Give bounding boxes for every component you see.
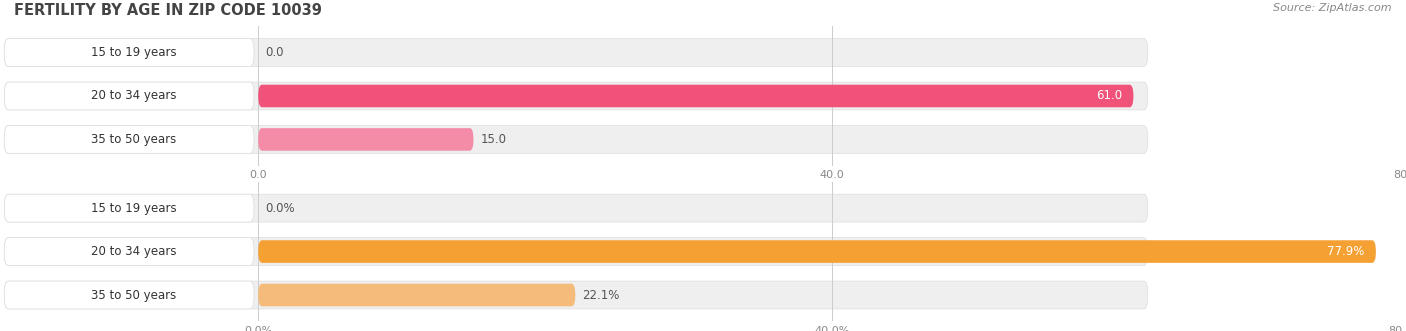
FancyBboxPatch shape xyxy=(4,281,1147,309)
FancyBboxPatch shape xyxy=(4,281,254,309)
FancyBboxPatch shape xyxy=(259,85,1133,107)
Text: 15 to 19 years: 15 to 19 years xyxy=(90,46,176,59)
FancyBboxPatch shape xyxy=(4,82,1147,110)
Text: 0.0%: 0.0% xyxy=(266,202,295,214)
FancyBboxPatch shape xyxy=(4,125,254,153)
Text: 0.0: 0.0 xyxy=(266,46,284,59)
FancyBboxPatch shape xyxy=(4,238,1147,265)
Text: Source: ZipAtlas.com: Source: ZipAtlas.com xyxy=(1274,3,1392,13)
Text: 22.1%: 22.1% xyxy=(582,289,620,302)
Text: 20 to 34 years: 20 to 34 years xyxy=(90,89,176,103)
FancyBboxPatch shape xyxy=(259,240,1376,263)
Text: 15.0: 15.0 xyxy=(481,133,506,146)
FancyBboxPatch shape xyxy=(4,194,1147,222)
Text: 20 to 34 years: 20 to 34 years xyxy=(90,245,176,258)
FancyBboxPatch shape xyxy=(259,284,575,306)
FancyBboxPatch shape xyxy=(259,128,474,151)
Text: 61.0: 61.0 xyxy=(1095,89,1122,103)
FancyBboxPatch shape xyxy=(4,125,1147,153)
FancyBboxPatch shape xyxy=(4,39,254,67)
Text: 15 to 19 years: 15 to 19 years xyxy=(90,202,176,214)
Text: 77.9%: 77.9% xyxy=(1327,245,1364,258)
Text: 35 to 50 years: 35 to 50 years xyxy=(91,133,176,146)
FancyBboxPatch shape xyxy=(4,194,254,222)
Text: FERTILITY BY AGE IN ZIP CODE 10039: FERTILITY BY AGE IN ZIP CODE 10039 xyxy=(14,3,322,18)
FancyBboxPatch shape xyxy=(4,238,254,265)
Text: 35 to 50 years: 35 to 50 years xyxy=(91,289,176,302)
FancyBboxPatch shape xyxy=(4,39,1147,67)
FancyBboxPatch shape xyxy=(4,82,254,110)
